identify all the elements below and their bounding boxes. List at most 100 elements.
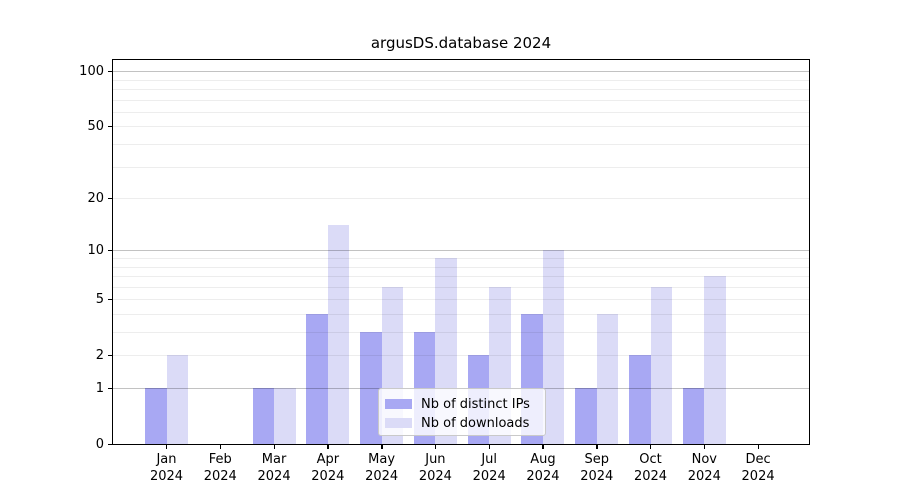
x-tick-mark	[596, 445, 598, 449]
x-tick-mark	[434, 445, 437, 449]
y-tick-label: 5	[95, 291, 104, 307]
bar-downloads-oct	[650, 286, 673, 444]
x-tick-label-nov: Nov 2024	[672, 451, 736, 485]
x-tick-year: 2024	[526, 469, 560, 484]
bar-distinct-ips-nov	[682, 388, 705, 444]
y-gridline-minor	[113, 276, 809, 278]
x-tick-year: 2024	[365, 469, 399, 484]
x-tick-mark	[327, 445, 329, 449]
x-tick-label-may: May 2024	[350, 451, 414, 485]
y-gridline-minor	[113, 257, 809, 259]
x-tick-label-sep: Sep 2024	[565, 451, 629, 485]
y-gridline-minor	[113, 299, 809, 301]
y-gridline-major	[113, 71, 809, 73]
x-tick-mark	[166, 445, 168, 449]
x-tick-mark	[381, 445, 383, 449]
x-tick-mark	[757, 445, 759, 449]
gridlines-layer	[113, 60, 809, 444]
bar-downloads-jan	[166, 355, 188, 444]
x-tick-label-dec: Dec 2024	[726, 451, 790, 485]
legend-label-distinct-ips: Nb of distinct IPs	[421, 396, 530, 412]
x-tick-year: 2024	[633, 469, 668, 484]
y-gridline-minor	[113, 313, 809, 315]
x-tick-mark	[703, 445, 706, 449]
x-tick-year: 2024	[580, 469, 614, 484]
y-gridline-minor	[113, 111, 809, 113]
y-tick-label: 50	[87, 118, 104, 134]
y-gridline-minor	[113, 79, 809, 81]
x-tick-year: 2024	[687, 469, 721, 484]
y-tick-mark	[108, 125, 112, 128]
y-gridline-minor	[113, 126, 809, 128]
x-tick-month: Aug	[530, 452, 556, 467]
x-tick-month: Nov	[691, 452, 717, 467]
x-tick-mark	[650, 445, 652, 449]
x-tick-month: Jun	[425, 452, 446, 467]
y-tick-label: 10	[87, 242, 104, 258]
chart-title: argusDS.database 2024	[370, 34, 552, 52]
x-tick-label-feb: Feb 2024	[188, 451, 252, 485]
bar-downloads-sep	[596, 313, 619, 444]
bar-distinct-ips-sep	[575, 388, 597, 444]
bar-distinct-ips-apr	[306, 313, 328, 444]
x-tick-month: Oct	[639, 452, 662, 467]
y-tick-label: 100	[79, 63, 104, 79]
x-tick-mark	[219, 445, 222, 449]
x-tick-label-oct: Oct 2024	[619, 451, 683, 485]
x-tick-mark	[488, 445, 491, 449]
x-tick-label-apr: Apr 2024	[296, 451, 360, 485]
y-tick-mark	[108, 387, 112, 389]
y-tick-label: 20	[87, 190, 104, 206]
y-tick-mark	[108, 354, 112, 357]
y-tick-label: 0	[95, 436, 104, 452]
legend: Nb of distinct IPs Nb of downloads	[378, 388, 546, 436]
x-tick-month: Dec	[745, 452, 771, 467]
y-tick-mark	[108, 298, 112, 301]
x-tick-month: Jul	[481, 452, 498, 467]
x-tick-mark	[273, 445, 275, 449]
bar-downloads-aug	[542, 250, 565, 444]
y-gridline-minor	[113, 89, 809, 90]
x-tick-year: 2024	[203, 469, 237, 484]
bar-distinct-ips-may	[360, 332, 382, 444]
y-gridline-minor	[113, 286, 809, 288]
y-gridline-minor	[113, 355, 809, 357]
x-tick-month: Mar	[261, 452, 287, 467]
x-tick-year: 2024	[149, 469, 184, 484]
y-gridline-minor	[113, 198, 809, 200]
x-tick-month: May	[368, 452, 396, 467]
x-tick-label-mar: Mar 2024	[242, 451, 306, 485]
x-tick-month: Jan	[156, 452, 177, 467]
x-tick-year: 2024	[257, 469, 291, 484]
x-tick-year: 2024	[741, 469, 775, 484]
x-tick-label-jan: Jan 2024	[135, 451, 199, 485]
y-tick-mark	[108, 70, 112, 73]
x-tick-month: Feb	[208, 452, 232, 467]
x-tick-mark	[542, 445, 544, 449]
y-gridline-minor	[113, 266, 809, 268]
y-tick-mark	[108, 249, 112, 252]
x-tick-year: 2024	[311, 469, 345, 484]
bar-downloads-mar	[274, 388, 296, 444]
y-gridline-minor	[113, 166, 809, 168]
legend-swatch-downloads	[385, 418, 412, 428]
bar-downloads-nov	[704, 276, 726, 444]
y-gridline-minor	[113, 99, 809, 101]
x-tick-label-aug: Aug 2024	[511, 451, 575, 485]
x-tick-month: Sep	[584, 452, 609, 467]
legend-label-downloads: Nb of downloads	[421, 415, 530, 431]
legend-item-downloads: Nb of downloads	[385, 414, 539, 432]
y-tick-mark	[108, 443, 112, 445]
x-tick-year: 2024	[418, 469, 452, 484]
y-tick-label: 1	[95, 380, 104, 396]
bar-downloads-apr	[327, 225, 350, 444]
bar-distinct-ips-jan	[145, 388, 167, 444]
x-tick-month: Apr	[316, 452, 340, 467]
bar-distinct-ips-oct	[629, 355, 651, 444]
bar-distinct-ips-mar	[252, 388, 275, 444]
y-gridline-minor	[113, 332, 809, 333]
x-tick-label-jul: Jul 2024	[457, 451, 521, 485]
x-tick-year: 2024	[472, 469, 506, 484]
y-tick-mark	[108, 197, 112, 199]
